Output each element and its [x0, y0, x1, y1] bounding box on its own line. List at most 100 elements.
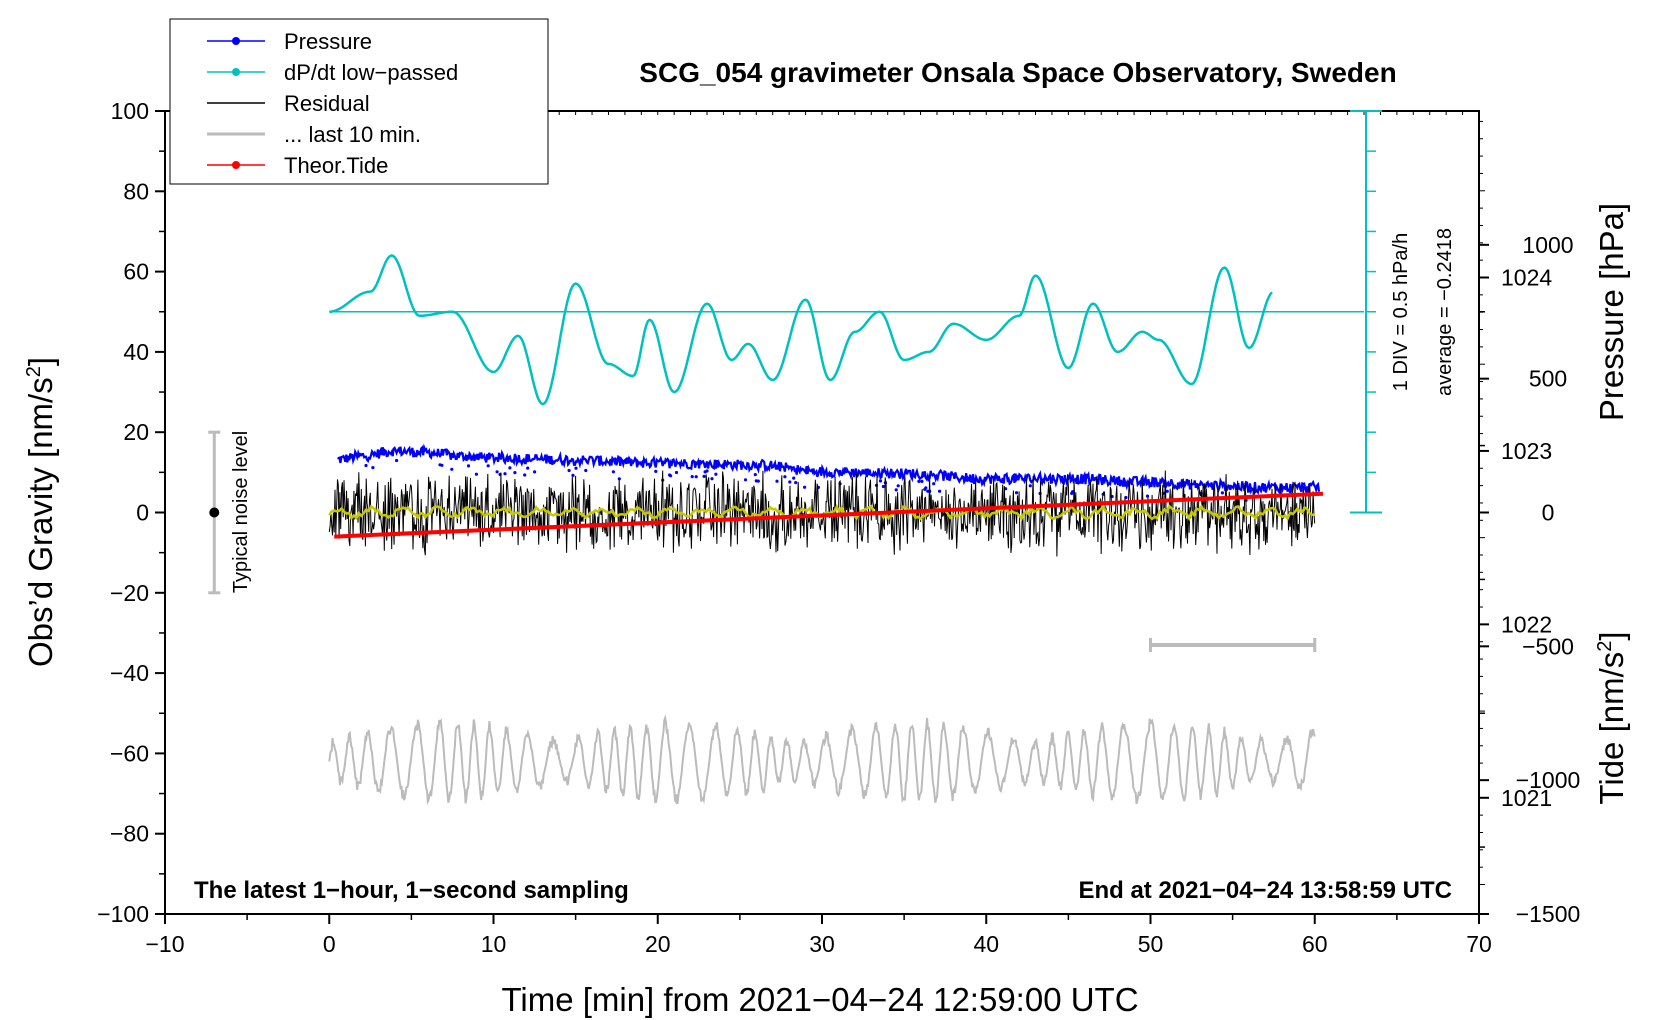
legend-marker [232, 161, 240, 169]
pressure-point [526, 466, 530, 470]
pressure-point [513, 471, 517, 475]
pressure-point [474, 472, 478, 476]
end-time-note: End at 2021−04−24 13:58:59 UTC [1078, 877, 1452, 904]
pressure-point [567, 468, 571, 473]
pressure-point [508, 466, 512, 470]
pressure-point [710, 477, 714, 481]
tide-axis-title-sup: 2 [1594, 641, 1616, 652]
y-axis-title-end: ] [22, 357, 59, 366]
tide-axis-title-end: ] [1593, 631, 1630, 640]
legend-box [169, 18, 549, 185]
y-tick-label: 40 [123, 339, 149, 365]
sampling-note: The latest 1−hour, 1−second sampling [194, 877, 629, 904]
pressure-point [654, 469, 658, 473]
tide-tick-label: −1500 [1516, 901, 1581, 927]
pressure-point [743, 478, 748, 482]
pressure-point [674, 470, 679, 475]
pressure-point [878, 479, 883, 483]
tide-axis-title-main: Tide [nm/s [1593, 652, 1630, 805]
pressure-point [938, 489, 942, 493]
dpdt-curve [329, 254, 1273, 406]
pressure-tick-label: 1024 [1501, 264, 1552, 290]
pressure-point [783, 475, 787, 479]
theor-tide-line [334, 491, 1324, 539]
x-tick-label: 0 [323, 931, 336, 957]
tide-tick-label: 500 [1529, 366, 1567, 392]
pressure-point [450, 467, 454, 471]
y-axis-ticks: −100 −80 −60 −40 −20 0 20 40 60 80 100 [97, 98, 165, 927]
x-tick-label: 30 [809, 931, 835, 957]
pressure-point [611, 470, 616, 474]
y-tick-label: 0 [136, 500, 149, 526]
pressure-point [894, 488, 898, 492]
pressure-point [896, 484, 900, 488]
average-label: average = −0.2418 [1434, 228, 1456, 396]
y-axis-title-sup: 2 [23, 366, 45, 377]
pressure-point [574, 466, 578, 470]
legend-marker [232, 68, 240, 76]
pressure-point [702, 474, 706, 478]
pressure-point [669, 474, 673, 478]
pressure-point [705, 469, 709, 473]
pressure-point [533, 470, 537, 474]
pressure-point [775, 479, 779, 483]
pressure-point [756, 479, 760, 483]
y-tick-label: −40 [110, 660, 149, 686]
tide-axis-ticks: −1500 −1000 −500 0 500 1000 [1479, 232, 1580, 927]
pressure-point [803, 485, 807, 489]
pressure-line [337, 443, 1321, 496]
pressure-point [466, 464, 471, 468]
pressure-point [503, 472, 507, 476]
legend-label: Pressure [284, 29, 372, 54]
pressure-axis-ticks: 1021 1022 1023 1024 [1479, 120, 1552, 886]
y-tick-label: 20 [123, 419, 149, 445]
pressure-axis-title: Pressure [hPa] [1593, 203, 1630, 421]
y-tick-label: −100 [97, 901, 149, 927]
pressure-point [1014, 491, 1019, 495]
tide-tick-label: −500 [1522, 633, 1574, 659]
x-tick-label: 50 [1138, 931, 1164, 957]
tide-tick-label: 0 [1542, 500, 1555, 526]
pressure-point [792, 476, 796, 480]
x-tick-label: 10 [481, 931, 507, 957]
legend-label: dP/dt low−passed [284, 60, 458, 85]
legend-label: Theor.Tide [284, 153, 388, 178]
pressure-point [440, 463, 444, 467]
tide-tick-label: 1000 [1522, 232, 1573, 258]
legend-label: ... last 10 min. [284, 122, 421, 147]
pressure-point [690, 475, 694, 479]
x-tick-label: 20 [645, 931, 671, 957]
typical-noise-bar [208, 430, 221, 595]
pressure-point [584, 468, 588, 473]
pressure-point [523, 473, 527, 477]
pressure-tick-label: 1021 [1501, 785, 1552, 811]
pressure-point [917, 479, 921, 483]
pressure-point [1145, 494, 1150, 498]
y-tick-label: −20 [110, 580, 149, 606]
pressure-point [920, 479, 924, 483]
x-axis-ticks: −10 0 10 20 30 40 50 60 70 [145, 111, 1492, 957]
pressure-point [571, 473, 575, 477]
noise-label: Typical noise level [230, 431, 252, 593]
pressure-point [753, 473, 757, 477]
x-tick-label: 70 [1466, 931, 1492, 957]
div-label: 1 DIV = 0.5 hPa/h [1390, 233, 1412, 391]
legend-marker [232, 37, 240, 45]
y-tick-label: 60 [123, 259, 149, 285]
pressure-point [1220, 491, 1224, 495]
residual-trace [328, 470, 1316, 557]
pressure-point [1028, 484, 1032, 488]
pressure-point [486, 464, 490, 468]
pressure-point [924, 486, 928, 490]
legend-label: Residual [284, 91, 370, 116]
chart-title: SCG_054 gravimeter Onsala Space Observat… [639, 57, 1396, 88]
y-tick-label: 80 [123, 178, 149, 204]
pressure-point [788, 480, 792, 484]
pressure-point [794, 481, 798, 485]
pressure-point [714, 472, 718, 476]
series-layer [328, 254, 1365, 806]
pressure-point [495, 470, 499, 474]
y-axis-title-main: Obs’d Gravity [nm/s [22, 377, 59, 667]
tide-axis-title: Tide [nm/s2] [1593, 631, 1630, 804]
last-10-min-trace [328, 714, 1316, 806]
